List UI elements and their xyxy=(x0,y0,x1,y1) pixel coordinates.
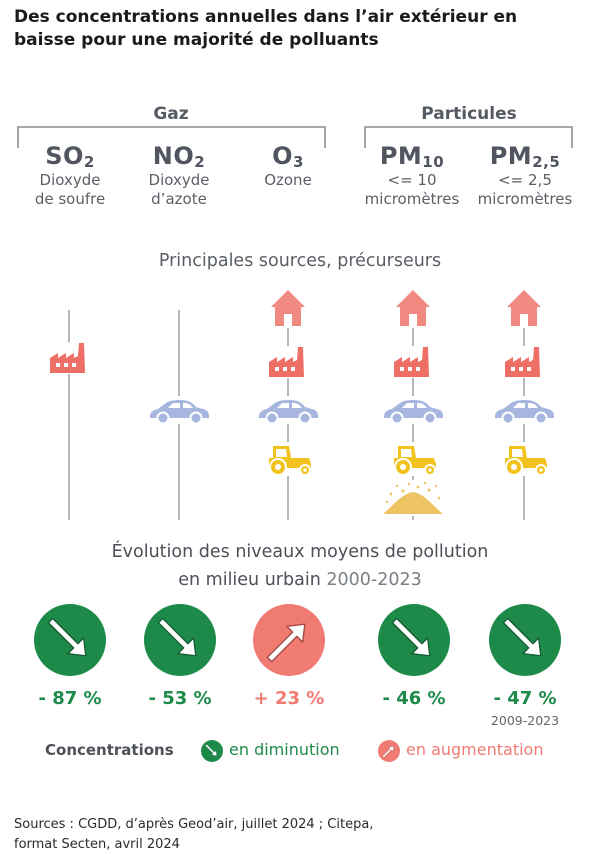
arrow-down-icon xyxy=(378,604,450,676)
factory-icon xyxy=(393,346,433,378)
pollutant-name: <= 10 micromètres xyxy=(364,171,460,208)
factory-icon xyxy=(268,346,308,378)
evolution-value-o3: + 23 % xyxy=(253,688,325,709)
house-icon xyxy=(504,288,544,328)
pollutant-formula: O3 xyxy=(272,142,304,171)
evolution-period-pm25: 2009-2023 xyxy=(490,713,560,728)
tractor-icon xyxy=(497,442,551,476)
arrow-up-icon xyxy=(253,604,325,676)
pollutant-formula: PM2,5 xyxy=(489,142,561,171)
pollutant-pm25: PM2,5 <= 2,5 micromètres xyxy=(465,142,585,209)
sources-note: Sources : CGDD, d’après Geod’air, juille… xyxy=(14,817,374,852)
legend-label: Concentrations xyxy=(45,741,174,759)
pollutant-name: Dioxyde d’azote xyxy=(148,171,210,208)
evolution-value-no2: - 53 % xyxy=(148,688,212,709)
pollutant-formula: PM10 xyxy=(379,142,445,171)
group-label-particles: Particules xyxy=(421,104,517,124)
pollutant-formula: NO2 xyxy=(152,142,206,171)
pollutant-pm10: PM10 <= 10 micromètres xyxy=(352,142,472,209)
legend-down-label: en diminution xyxy=(229,740,340,759)
car-icon xyxy=(381,396,445,424)
evolution-value-pm10: - 46 % xyxy=(382,688,446,709)
tractor-icon xyxy=(261,442,315,476)
evolution-title: Évolution des niveaux moyens de pollutio… xyxy=(111,542,489,590)
arrow-down-icon xyxy=(144,604,216,676)
pollutant-o3: O3 Ozone xyxy=(238,142,338,190)
legend-arrow-up-icon xyxy=(378,740,400,762)
car-icon xyxy=(256,396,320,424)
dust-icon xyxy=(381,480,445,516)
car-icon xyxy=(492,396,556,424)
pollutant-name: Dioxyde de soufre xyxy=(34,171,106,208)
arrow-down-icon xyxy=(34,604,106,676)
pollutant-formula: SO2 xyxy=(45,142,95,171)
pollutant-no2: NO2 Dioxyde d’azote xyxy=(129,142,229,209)
evolution-value-so2: - 87 % xyxy=(38,688,102,709)
factory-icon xyxy=(504,346,544,378)
pollutant-name: Ozone xyxy=(264,171,312,189)
legend-arrow-down-icon xyxy=(201,740,223,762)
tractor-icon xyxy=(386,442,440,476)
evolution-arrows xyxy=(34,604,561,676)
pollutant-name: <= 2,5 micromètres xyxy=(477,171,573,208)
car-icon xyxy=(147,396,211,424)
page-title: Des concentrations annuelles dans l’air … xyxy=(14,7,518,50)
group-brackets xyxy=(17,126,573,148)
legend-up-label: en augmentation xyxy=(406,740,544,759)
arrow-down-icon xyxy=(489,604,561,676)
sources-title: Principales sources, précurseurs xyxy=(158,251,442,271)
house-icon xyxy=(268,288,308,328)
evolution-value-pm25: - 47 % xyxy=(493,688,557,709)
factory-icon xyxy=(49,342,89,374)
house-icon xyxy=(393,288,433,328)
pollutant-so2: SO2 Dioxyde de soufre xyxy=(20,142,120,209)
group-label-gas: Gaz xyxy=(153,104,189,124)
sources-diagram xyxy=(49,288,556,520)
